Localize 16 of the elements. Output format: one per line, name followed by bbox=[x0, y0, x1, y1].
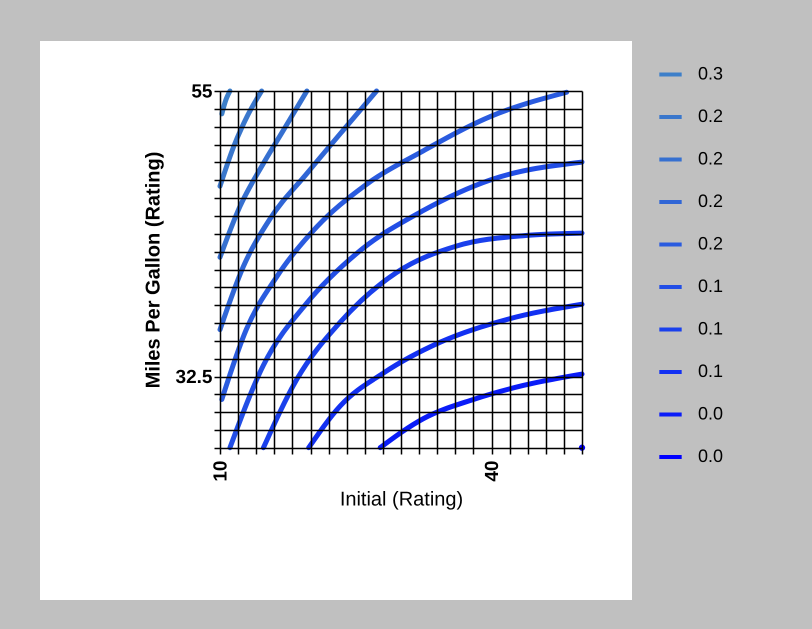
x-tick-label: 10 bbox=[210, 460, 232, 482]
legend-label: 0.0 bbox=[698, 404, 724, 424]
legend-label: 0.1 bbox=[698, 318, 724, 338]
x-axis-title: Initial (Rating) bbox=[340, 488, 464, 511]
y-axis-title: Miles Per Gallon (Rating) bbox=[142, 152, 165, 388]
legend-label: 0.2 bbox=[698, 148, 724, 168]
legend-label: 0.1 bbox=[698, 361, 724, 381]
legend-label: 0.2 bbox=[698, 106, 724, 126]
legend-label: 0.2 bbox=[698, 234, 724, 254]
y-tick-label: 55 bbox=[191, 82, 213, 102]
legend-label: 0.0 bbox=[698, 446, 724, 466]
y-tick-label: 32.5 bbox=[176, 367, 213, 388]
x-tick-label: 40 bbox=[482, 460, 503, 482]
legend-label: 0.3 bbox=[698, 64, 724, 84]
legend-label: 0.2 bbox=[698, 191, 724, 211]
legend-label: 0.1 bbox=[698, 276, 724, 296]
